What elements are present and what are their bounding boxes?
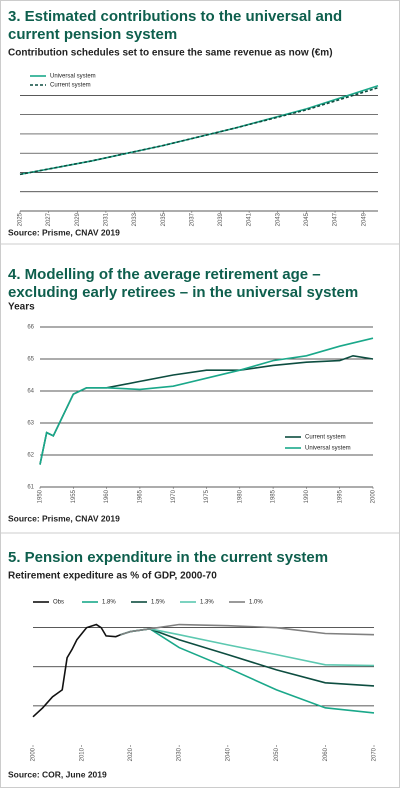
x-tick-label: 1965: [137, 489, 143, 503]
chart-title: 4. Modelling of the average retirement a…: [8, 266, 359, 301]
legend-label: 1.8%: [102, 600, 116, 606]
series-line: [19, 86, 379, 176]
y-tick-label: 65: [27, 357, 34, 363]
legend-label: 1.0%: [249, 600, 263, 606]
y-tick-label: 61: [27, 485, 34, 491]
x-tick-label: 2070: [372, 747, 378, 761]
x-tick-label: 2050: [274, 747, 280, 761]
x-tick-label: 2040: [225, 747, 231, 761]
x-tick-label: 1970: [171, 489, 177, 503]
series-line: [120, 627, 375, 714]
source: Source: Prisme, CNAV 2019: [8, 227, 120, 237]
subtitle: Contribution schedules set to ensure the…: [8, 48, 333, 59]
x-tick-label: 1995: [337, 489, 343, 503]
x-tick-label: 2031: [103, 212, 109, 226]
x-tick-label: 2037: [189, 212, 195, 226]
x-tick-label: 2000: [371, 489, 377, 503]
chart-title: 5. Pension expenditure in the current sy…: [8, 549, 329, 566]
x-tick-label: 2020: [128, 747, 134, 761]
x-tick-label: 1980: [237, 489, 243, 503]
legend-label: Universal system: [305, 446, 351, 452]
x-tick-label: 1975: [204, 489, 210, 503]
legend-label: 1.5%: [151, 600, 165, 606]
x-tick-label: 2047: [333, 212, 339, 226]
legend-label: 1.3%: [200, 600, 214, 606]
subtitle: Years: [8, 302, 35, 313]
series-line: [39, 337, 374, 465]
legend-label: Current system: [50, 83, 91, 89]
x-tick-label: 2041: [247, 212, 253, 226]
series-line: [120, 623, 375, 636]
subtitle: Retirement expediture as % of GDP, 2000-…: [8, 571, 217, 582]
x-tick-label: 2043: [275, 212, 281, 226]
x-tick-label: 2035: [161, 212, 167, 226]
source: Source: COR, June 2019: [8, 769, 107, 779]
series-line: [32, 623, 121, 718]
x-tick-label: 2000: [31, 747, 37, 761]
x-tick-label: 2025: [18, 212, 24, 226]
y-tick-label: 64: [27, 389, 34, 395]
x-tick-label: 2030: [177, 747, 183, 761]
source: Source: Prisme, CNAV 2019: [8, 513, 120, 523]
x-tick-label: 2029: [75, 212, 81, 226]
x-tick-label: 1955: [71, 489, 77, 503]
chart-title: 3. Estimated contributions to the univer…: [8, 8, 343, 43]
legend-label: Obs: [53, 600, 64, 606]
series-line: [19, 85, 379, 176]
y-tick-label: 62: [27, 453, 34, 459]
x-tick-label: 2045: [304, 212, 310, 226]
x-tick-label: 2010: [79, 747, 85, 761]
x-tick-label: 2049: [361, 212, 367, 226]
y-tick-label: 66: [27, 325, 34, 331]
x-tick-label: 2027: [46, 212, 52, 226]
x-tick-label: 1960: [104, 489, 110, 503]
x-tick-label: 2033: [132, 212, 138, 226]
legend-label: Universal system: [50, 74, 96, 80]
x-tick-label: 1990: [304, 489, 310, 503]
legend-label: Current system: [305, 435, 346, 441]
y-tick-label: 63: [27, 421, 34, 427]
x-tick-label: 1950: [38, 489, 44, 503]
x-tick-label: 2039: [218, 212, 224, 226]
x-tick-label: 1985: [271, 489, 277, 503]
x-tick-label: 2060: [323, 747, 329, 761]
